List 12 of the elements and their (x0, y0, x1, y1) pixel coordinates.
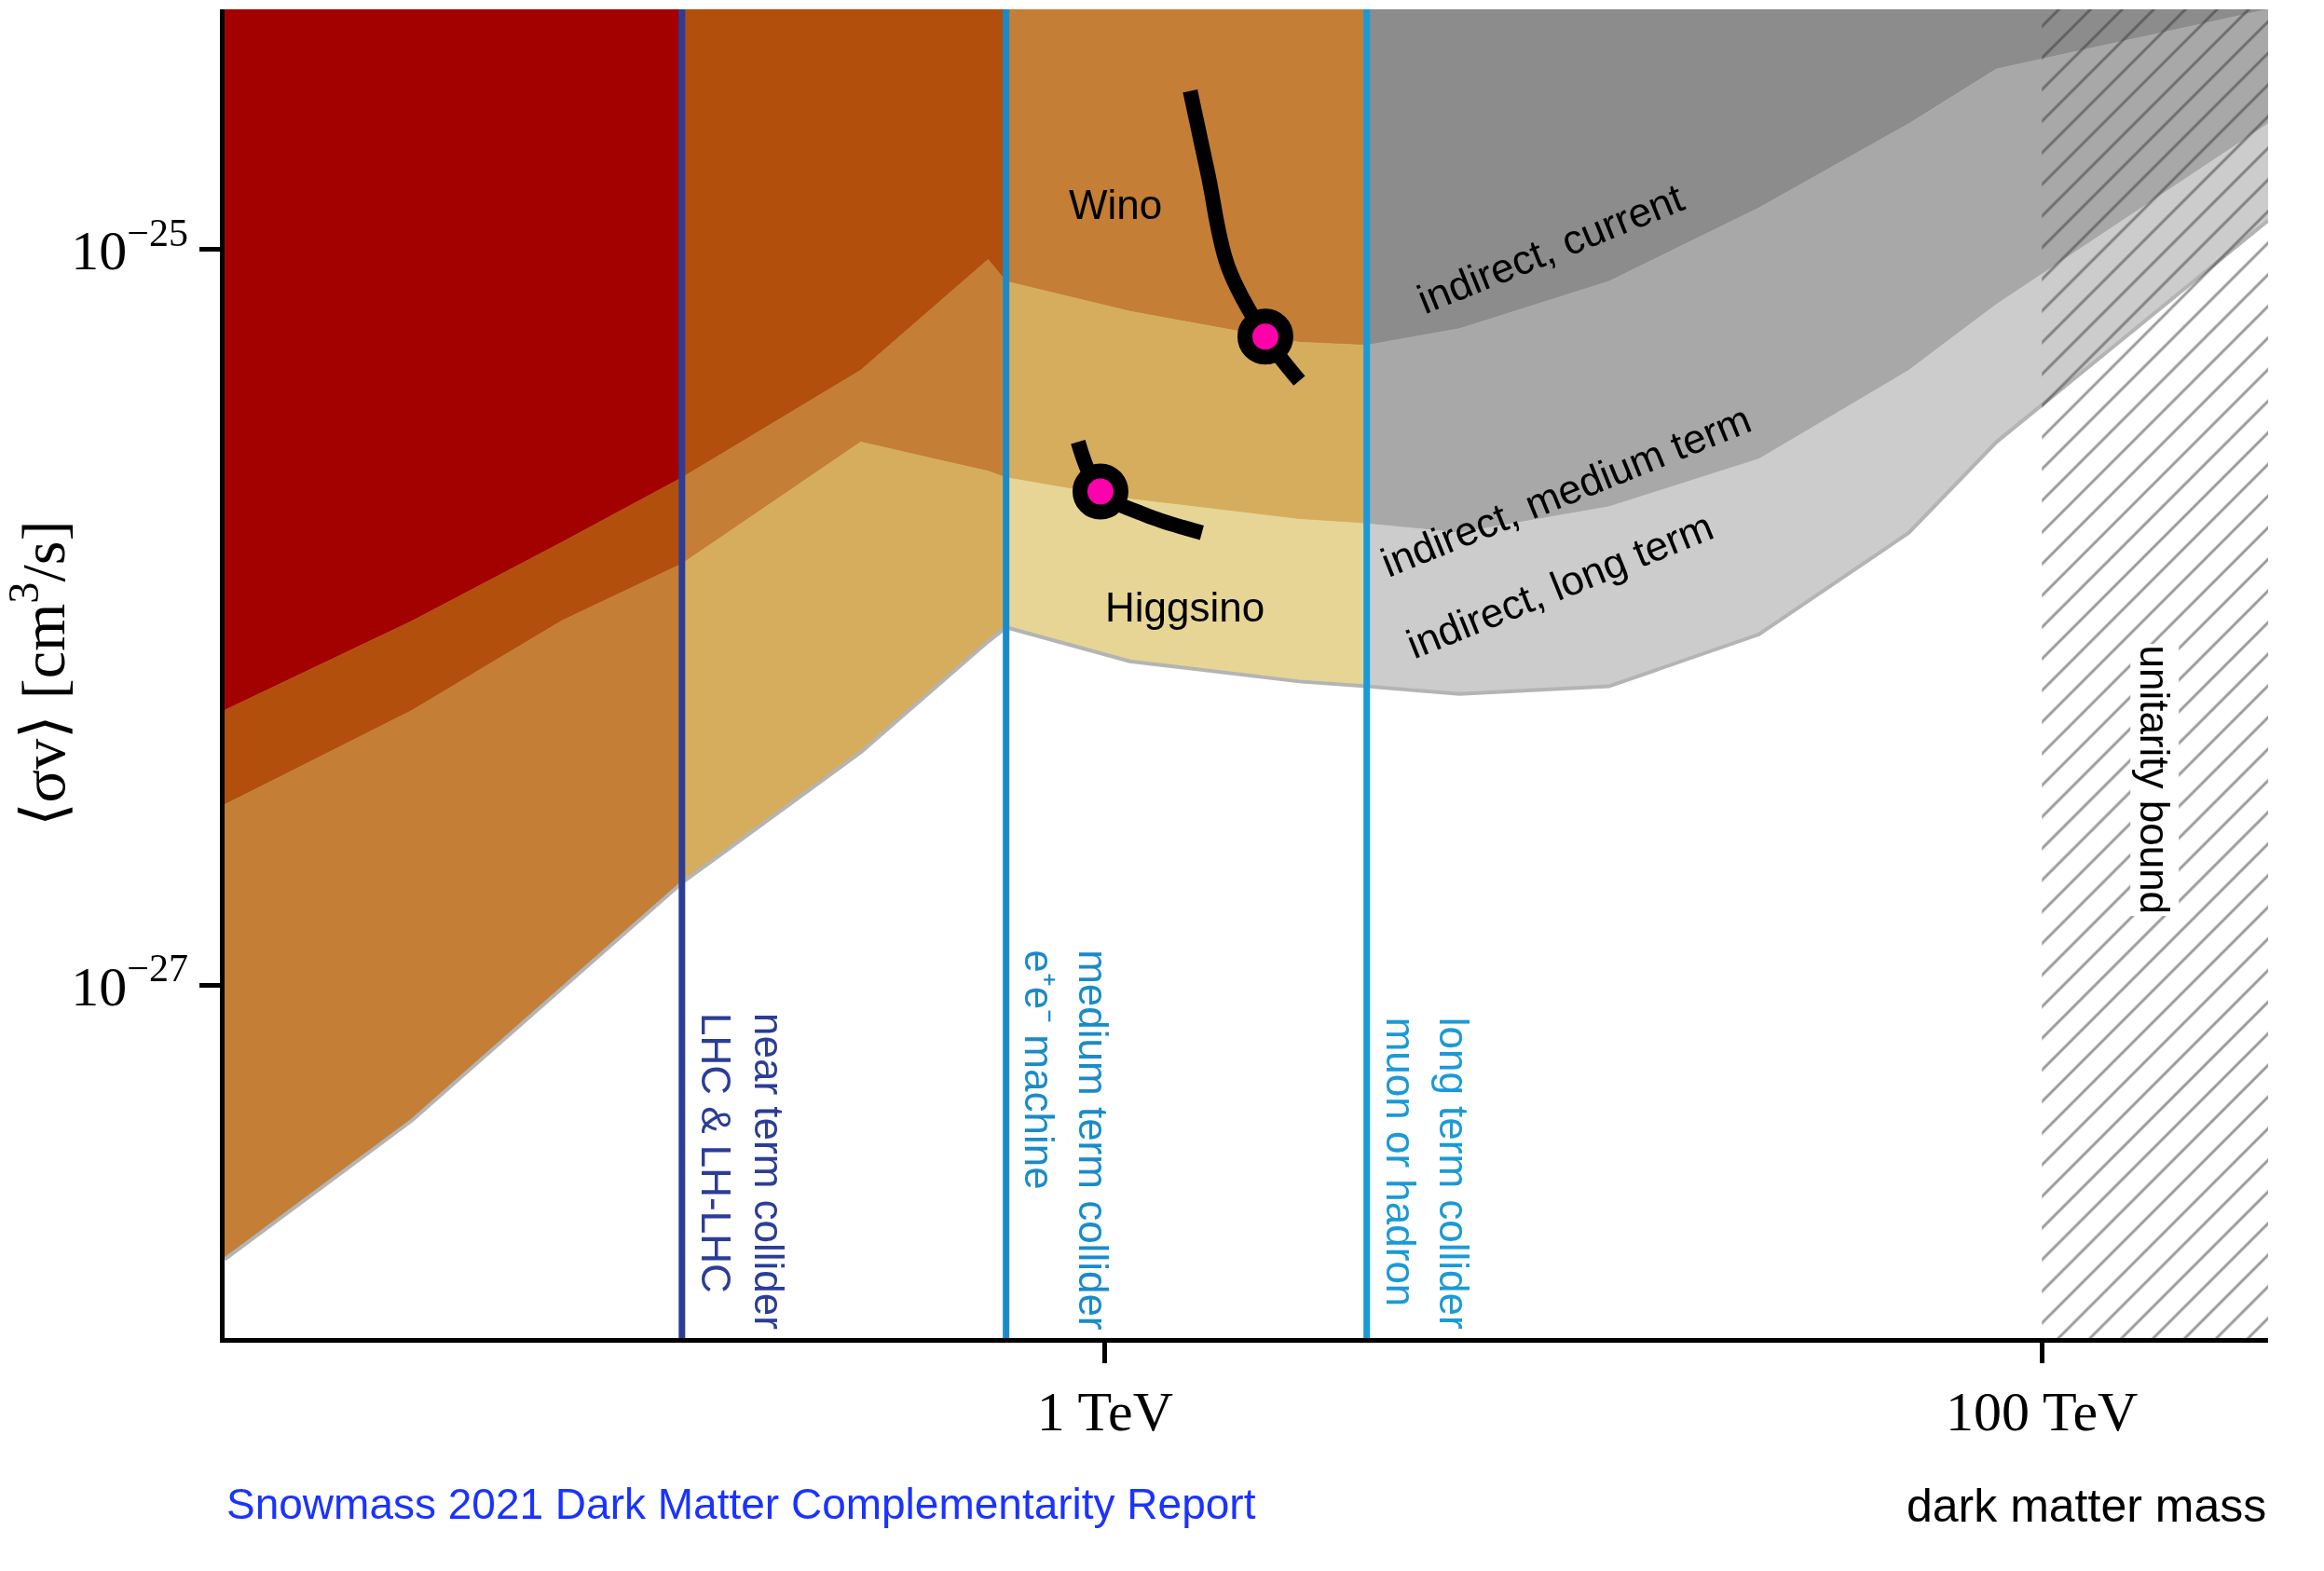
text: Snowmass 2021 Dark Matter Complementarity Report (226, 1480, 1256, 1528)
band-label: unitarity bound (2131, 645, 2178, 915)
annotation: Wino (1069, 182, 1163, 227)
y-tick-label: 10$^{−25}$ (71, 211, 188, 281)
x-axis-title: dark matter mass (1907, 1480, 2267, 1532)
ref-line-label: long term collider muon or hadron (1377, 1017, 1478, 1330)
x-tick-label: 100 TeV (1946, 1381, 2139, 1442)
y-tick-label: 10$^{−27}$ (71, 947, 188, 1018)
annotation: Higgsino (1105, 584, 1265, 630)
ref-line-label: near term collider LHC & LH-LHC (692, 1013, 792, 1330)
ref-line-label: medium term collider e⁺e⁻ machine (1017, 949, 1116, 1331)
x-tick-label: 1 TeV (1036, 1381, 1173, 1442)
